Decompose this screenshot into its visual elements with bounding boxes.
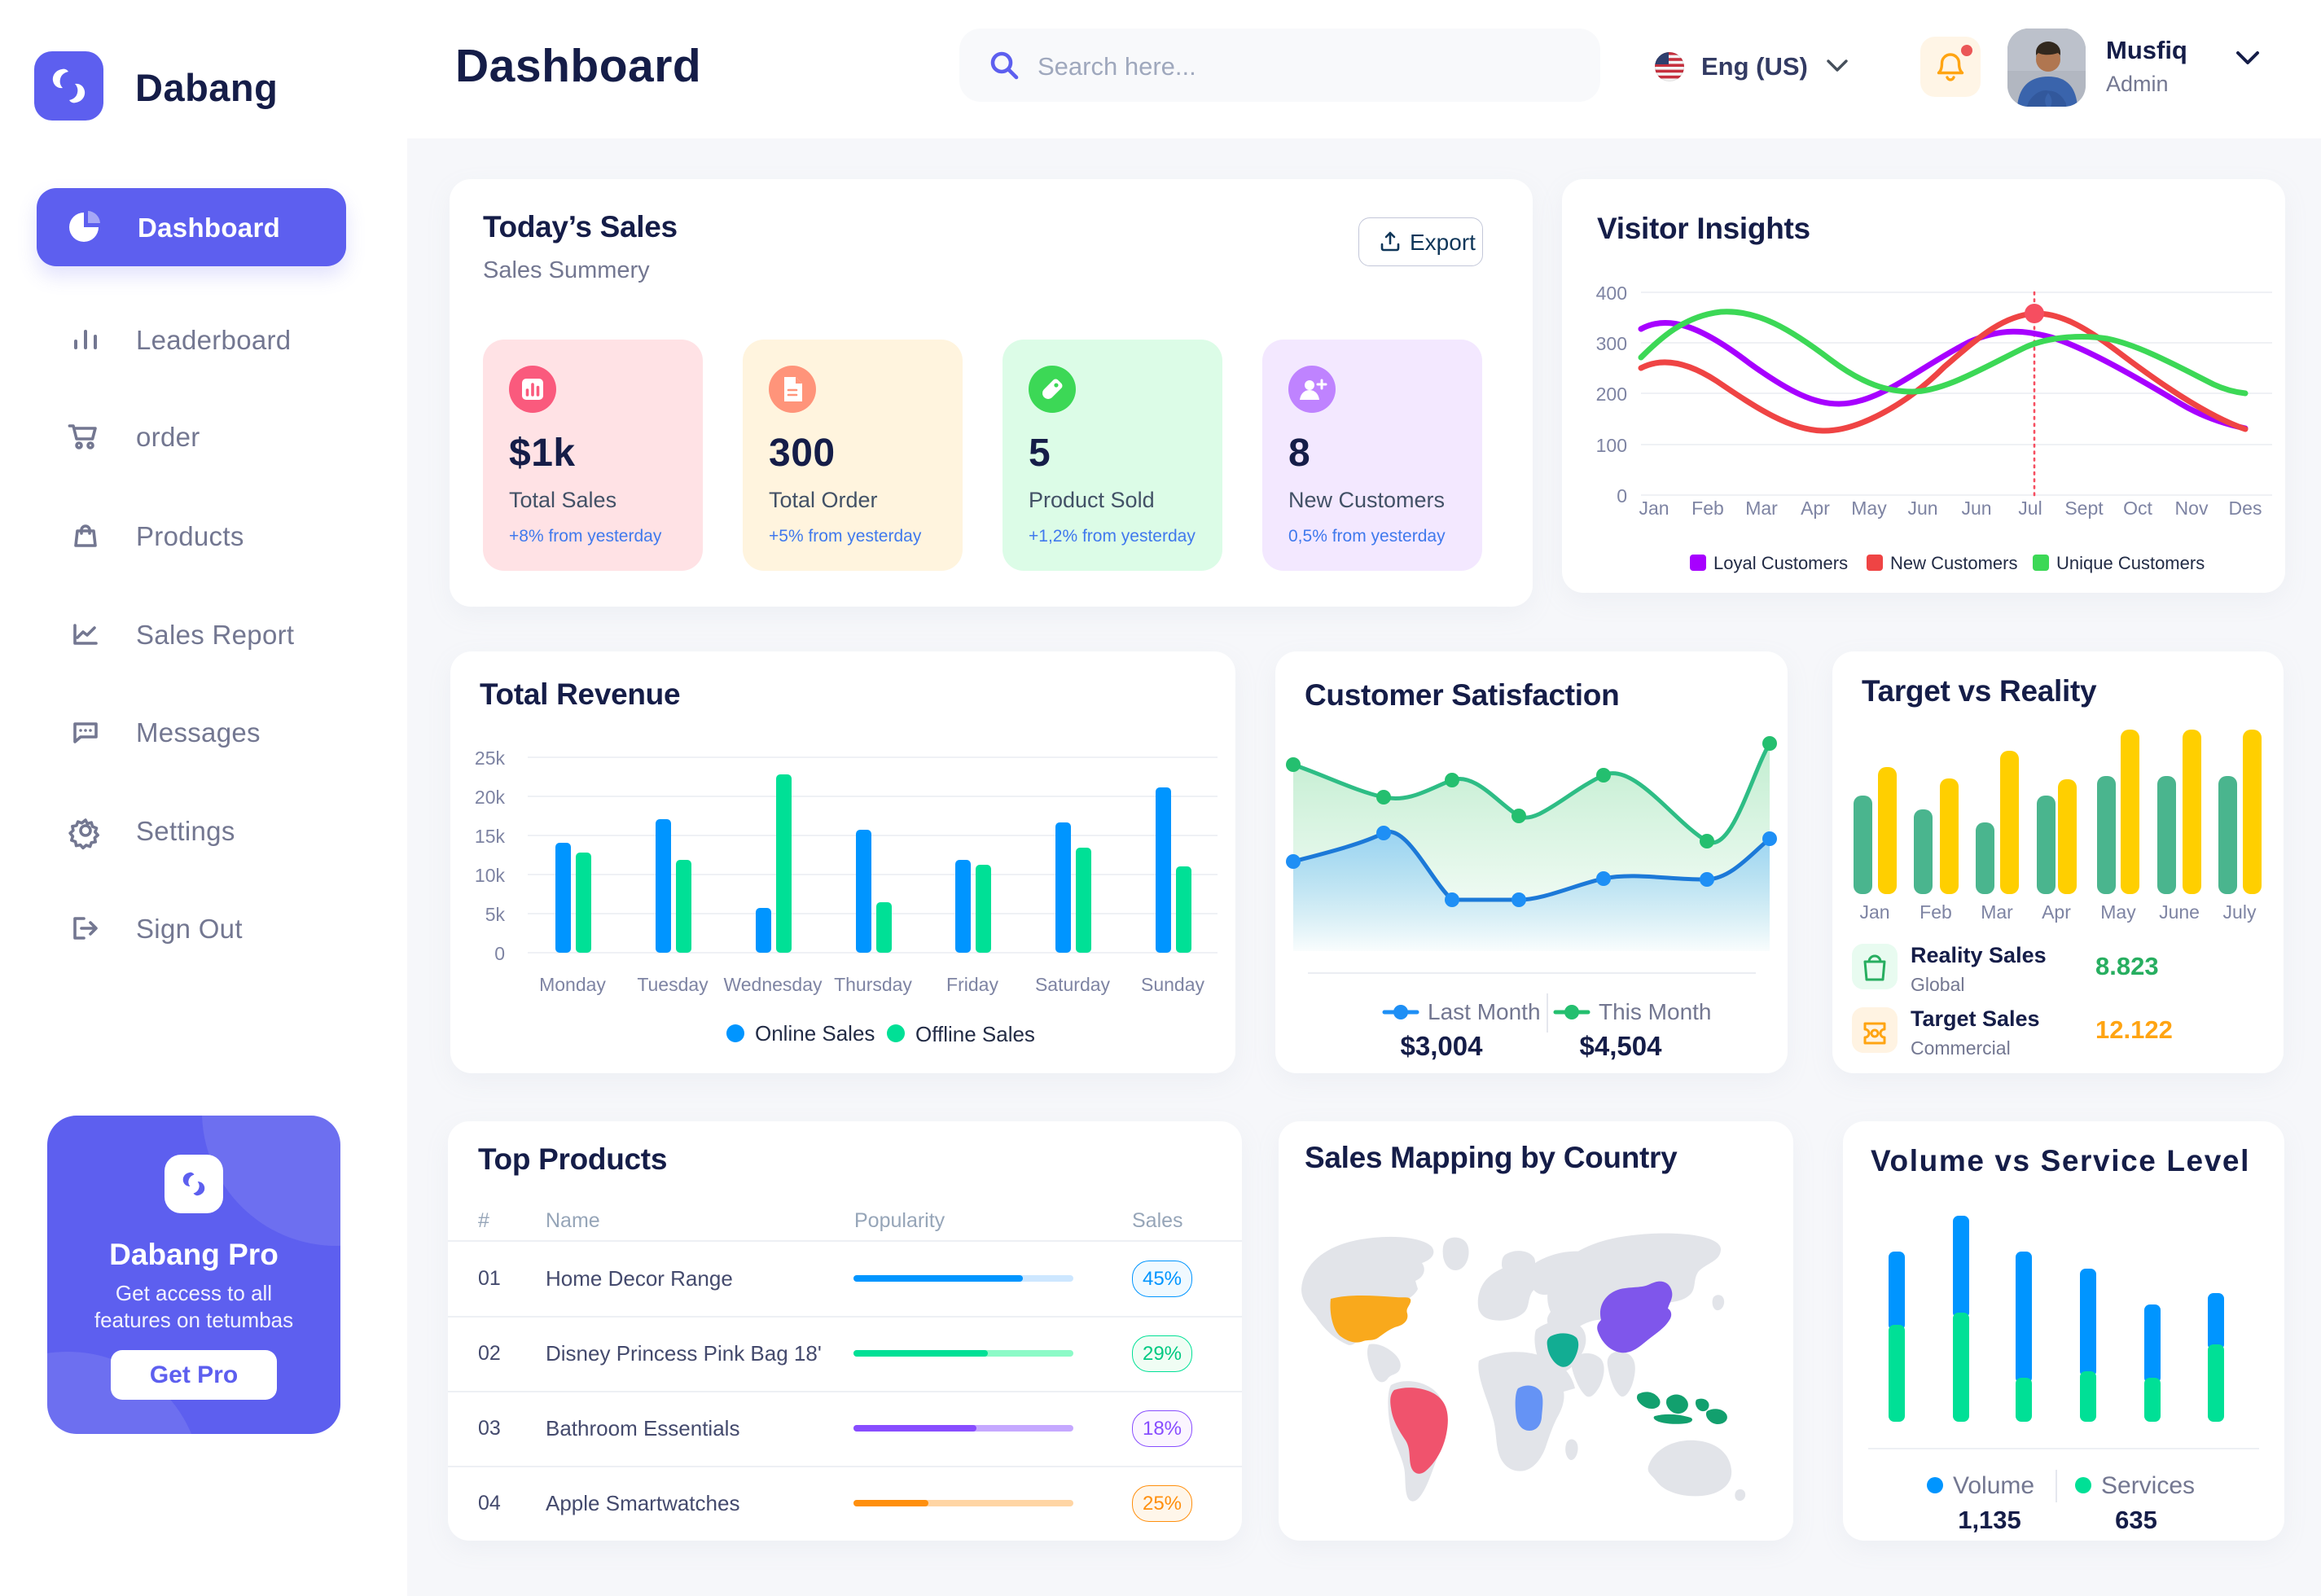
svg-text:Apr: Apr xyxy=(1801,498,1830,519)
svg-text:Mar: Mar xyxy=(1745,498,1778,519)
svg-text:Wednesday: Wednesday xyxy=(723,974,823,995)
svg-text:Nov: Nov xyxy=(2175,498,2209,519)
svg-text:May: May xyxy=(2100,901,2136,923)
svg-text:Unique Customers: Unique Customers xyxy=(2056,553,2205,573)
svg-text:12.122: 12.122 xyxy=(2095,1015,2173,1044)
svg-text:Saturday: Saturday xyxy=(1035,974,1111,995)
svg-text:Sunday: Sunday xyxy=(1141,974,1205,995)
svg-text:Mar: Mar xyxy=(1981,901,2013,923)
svg-text:Commercial: Commercial xyxy=(1911,1037,2011,1059)
svg-text:0: 0 xyxy=(1617,485,1627,506)
svg-text:Tuesday: Tuesday xyxy=(637,974,709,995)
svg-text:Feb: Feb xyxy=(1920,901,1952,923)
svg-text:Jan: Jan xyxy=(1639,498,1669,519)
svg-text:June: June xyxy=(2159,901,2200,923)
svg-text:Apr: Apr xyxy=(2042,901,2071,923)
svg-text:May: May xyxy=(1851,498,1887,519)
svg-text:200: 200 xyxy=(1596,384,1627,405)
svg-text:Offline Sales: Offline Sales xyxy=(915,1022,1035,1046)
svg-text:Feb: Feb xyxy=(1691,498,1724,519)
svg-text:Friday: Friday xyxy=(946,974,998,995)
svg-text:5k: 5k xyxy=(485,904,506,925)
svg-text:0: 0 xyxy=(494,943,505,964)
svg-text:Global: Global xyxy=(1911,974,1964,995)
svg-text:Jan: Jan xyxy=(1859,901,1889,923)
svg-text:$3,004: $3,004 xyxy=(1401,1031,1484,1061)
svg-text:Thursday: Thursday xyxy=(834,974,912,995)
svg-text:25k: 25k xyxy=(475,748,506,769)
svg-text:10k: 10k xyxy=(475,865,506,886)
svg-text:Online Sales: Online Sales xyxy=(755,1021,875,1046)
svg-text:Sept: Sept xyxy=(2064,498,2104,519)
svg-text:Target Sales: Target Sales xyxy=(1911,1006,2040,1031)
svg-text:20k: 20k xyxy=(475,787,506,808)
svg-text:Loyal Customers: Loyal Customers xyxy=(1713,553,1848,573)
svg-text:Last Month: Last Month xyxy=(1428,999,1541,1024)
svg-text:Monday: Monday xyxy=(539,974,606,995)
svg-text:Jun: Jun xyxy=(1961,498,1991,519)
svg-text:Volume: Volume xyxy=(1953,1472,2034,1499)
svg-text:New Customers: New Customers xyxy=(1890,553,2017,573)
svg-text:Oct: Oct xyxy=(2123,498,2152,519)
svg-text:1,135: 1,135 xyxy=(1958,1506,2021,1534)
svg-text:This Month: This Month xyxy=(1599,999,1712,1024)
svg-text:Reality Sales: Reality Sales xyxy=(1911,943,2047,967)
svg-text:Services: Services xyxy=(2101,1472,2195,1499)
svg-text:$4,504: $4,504 xyxy=(1580,1031,1663,1061)
svg-text:Des: Des xyxy=(2229,498,2262,519)
svg-text:8.823: 8.823 xyxy=(2095,952,2159,980)
svg-text:100: 100 xyxy=(1596,435,1627,456)
svg-text:15k: 15k xyxy=(475,826,506,847)
svg-text:Jul: Jul xyxy=(2018,498,2042,519)
svg-text:July: July xyxy=(2223,901,2257,923)
svg-text:Jun: Jun xyxy=(1907,498,1937,519)
svg-text:400: 400 xyxy=(1596,283,1627,304)
svg-text:635: 635 xyxy=(2115,1506,2157,1534)
svg-text:300: 300 xyxy=(1596,333,1627,354)
